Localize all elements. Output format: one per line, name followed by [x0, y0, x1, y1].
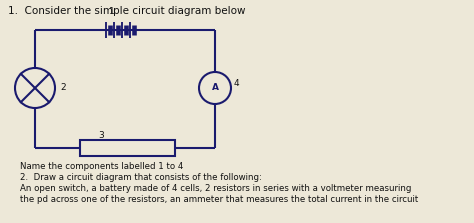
- Text: A: A: [211, 83, 219, 93]
- Text: 2: 2: [60, 83, 65, 93]
- Text: 2.  Draw a circuit diagram that consists of the following:: 2. Draw a circuit diagram that consists …: [20, 173, 262, 182]
- Text: 1: 1: [109, 8, 115, 17]
- Text: 1.  Consider the simple circuit diagram below: 1. Consider the simple circuit diagram b…: [8, 6, 246, 16]
- Text: 3: 3: [98, 132, 104, 140]
- Text: 4: 4: [234, 80, 240, 89]
- Text: An open switch, a battery made of 4 cells, 2 resistors in series with a voltmete: An open switch, a battery made of 4 cell…: [20, 184, 411, 193]
- Text: the pd across one of the resistors, an ammeter that measures the total current i: the pd across one of the resistors, an a…: [20, 195, 418, 204]
- Text: Name the components labelled 1 to 4: Name the components labelled 1 to 4: [20, 162, 183, 171]
- Bar: [80, 140, 175, 156]
